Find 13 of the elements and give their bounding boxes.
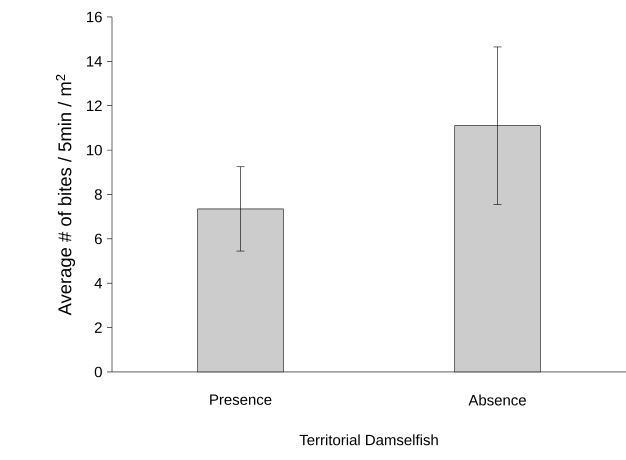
y-tick-label: 2 bbox=[94, 322, 102, 333]
y-tick-label: 10 bbox=[87, 144, 102, 156]
y-tick-label: 8 bbox=[94, 189, 102, 200]
y-tick-label: 6 bbox=[94, 234, 102, 244]
y-tick-label: 16 bbox=[87, 12, 102, 22]
y-axis-title: Average # of bites / 5min / m$^{2}$ bbox=[56, 74, 76, 316]
x-tick-label: Absence bbox=[468, 394, 526, 406]
y-tick-label: 0 bbox=[94, 366, 102, 378]
y-tick-label: 4 bbox=[94, 278, 102, 288]
x-tick-label: Presence bbox=[210, 394, 272, 405]
y-tick-label: 14 bbox=[87, 56, 102, 66]
x-axis-title: Territorial Damselfish bbox=[300, 434, 438, 446]
y-tick-label: 12 bbox=[87, 100, 102, 111]
